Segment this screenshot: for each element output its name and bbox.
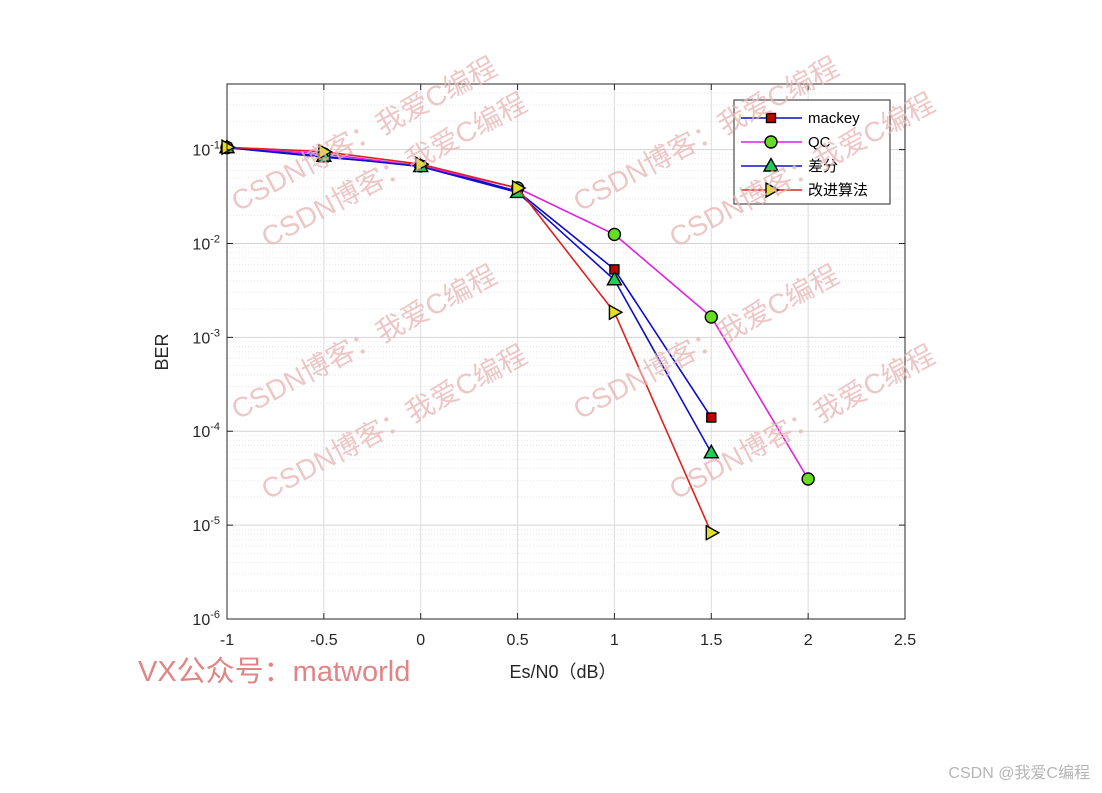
series-layer xyxy=(218,138,815,541)
y-tick-label: 10-1 xyxy=(192,140,220,160)
data-point xyxy=(606,270,623,286)
data-point xyxy=(511,179,527,197)
data-point xyxy=(221,139,236,156)
legend-marker xyxy=(762,157,780,172)
data-point xyxy=(608,304,624,321)
data-point xyxy=(706,412,717,423)
tick-marks xyxy=(226,84,906,620)
data-point xyxy=(607,227,622,242)
y-tick-label: 10-6 xyxy=(192,609,220,629)
x-tick-label: 0 xyxy=(416,632,425,649)
y-tick-label: 10-4 xyxy=(192,421,220,441)
legend-marker xyxy=(765,181,780,199)
y-tick-label: 10-2 xyxy=(192,233,220,253)
series-line xyxy=(226,146,712,454)
legend-label: 改进算法 xyxy=(808,181,868,199)
legend-label: 差分 xyxy=(808,158,838,175)
data-point xyxy=(801,472,815,486)
vx-watermark: VX公众号：matworld xyxy=(138,656,411,688)
data-point xyxy=(704,310,718,324)
y-axis-label: BER xyxy=(152,333,172,370)
x-tick-label: 2 xyxy=(804,632,813,649)
data-point xyxy=(703,443,720,459)
x-tick-label: 1.5 xyxy=(700,632,722,649)
tick-labels: -1 -0.5 0 0.5 1 1.5 2 2.5 10-6 10-5 10-4 10-3 10-2 10… xyxy=(192,140,916,649)
series-line xyxy=(226,146,713,534)
x-axis-label: Es/N0（dB） xyxy=(509,662,616,682)
legend-label: QC xyxy=(808,134,831,151)
x-tick-label: -1 xyxy=(220,632,234,649)
series-line xyxy=(226,146,712,418)
y-tick-label: 10-5 xyxy=(192,515,220,535)
x-tick-label: 2.5 xyxy=(894,632,916,649)
legend-marker xyxy=(765,112,777,124)
data-point xyxy=(415,155,430,173)
data-point xyxy=(318,143,333,160)
csdn-credit: CSDN @我爱C编程 xyxy=(948,765,1090,782)
x-tick-label: -0.5 xyxy=(310,632,338,649)
y-tick-label: 10-3 xyxy=(192,327,220,347)
plot-frame xyxy=(226,83,906,620)
data-point xyxy=(705,524,721,541)
x-tick-label: 1 xyxy=(610,632,619,649)
series-3 xyxy=(221,139,721,541)
x-tick-label: 0.5 xyxy=(506,632,528,649)
legend-marker xyxy=(764,135,778,149)
legend-label: mackey xyxy=(808,110,860,127)
